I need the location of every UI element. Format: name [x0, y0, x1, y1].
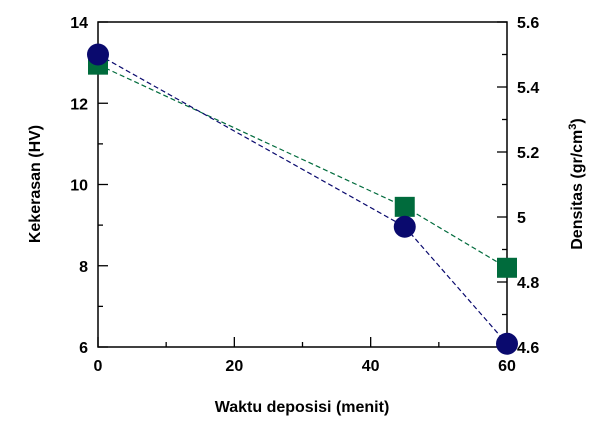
y-right-tick-label: 4.6 [517, 340, 539, 357]
y-right-tick-label: 5.2 [517, 145, 539, 162]
series-line-0 [97, 64, 508, 269]
tick-labels: 0 20 40 60 6 8 10 12 14 4.6 4.8 5 5.2 5.4 5.6 [70, 15, 539, 375]
series-markers [87, 43, 518, 355]
data-point-square [394, 196, 415, 217]
y-right-axis-label: Densitas (gr/cm3) [567, 118, 586, 250]
x-tick-label: 20 [225, 358, 243, 375]
x-tick-label: 0 [94, 358, 103, 375]
x-tick-label: 40 [362, 358, 380, 375]
y-left-tick-label: 10 [70, 178, 88, 195]
series-lines [97, 53, 508, 345]
y-left-axis-label: Kekerasan (HV) [27, 125, 44, 243]
y-right-axis-label-superscript: 3 [567, 124, 579, 130]
y-right-tick-label: 4.8 [517, 275, 539, 292]
plot-frame [97, 21, 508, 348]
y-left-tick-label: 8 [79, 259, 88, 276]
y-right-tick-label: 5 [517, 210, 526, 227]
y-right-tick-label: 5.4 [517, 80, 539, 97]
data-point-circle [87, 43, 109, 66]
data-point-circle [496, 332, 518, 355]
series-line-1 [97, 53, 508, 345]
data-point-circle [393, 215, 416, 238]
y-right-axis-label-main: Densitas (gr/cm [569, 130, 586, 250]
y-left-tick-label: 12 [70, 96, 88, 113]
y-right-axis-label-end: ) [569, 118, 586, 123]
data-point-square [497, 257, 517, 278]
y-left-tick-label: 14 [70, 15, 88, 32]
y-left-tick-label: 6 [79, 340, 88, 357]
y-right-tick-label: 5.6 [517, 15, 539, 32]
x-axis-label: Waktu deposisi (menit) [215, 399, 390, 416]
x-tick-label: 60 [498, 358, 516, 375]
axis-ticks [97, 21, 508, 348]
